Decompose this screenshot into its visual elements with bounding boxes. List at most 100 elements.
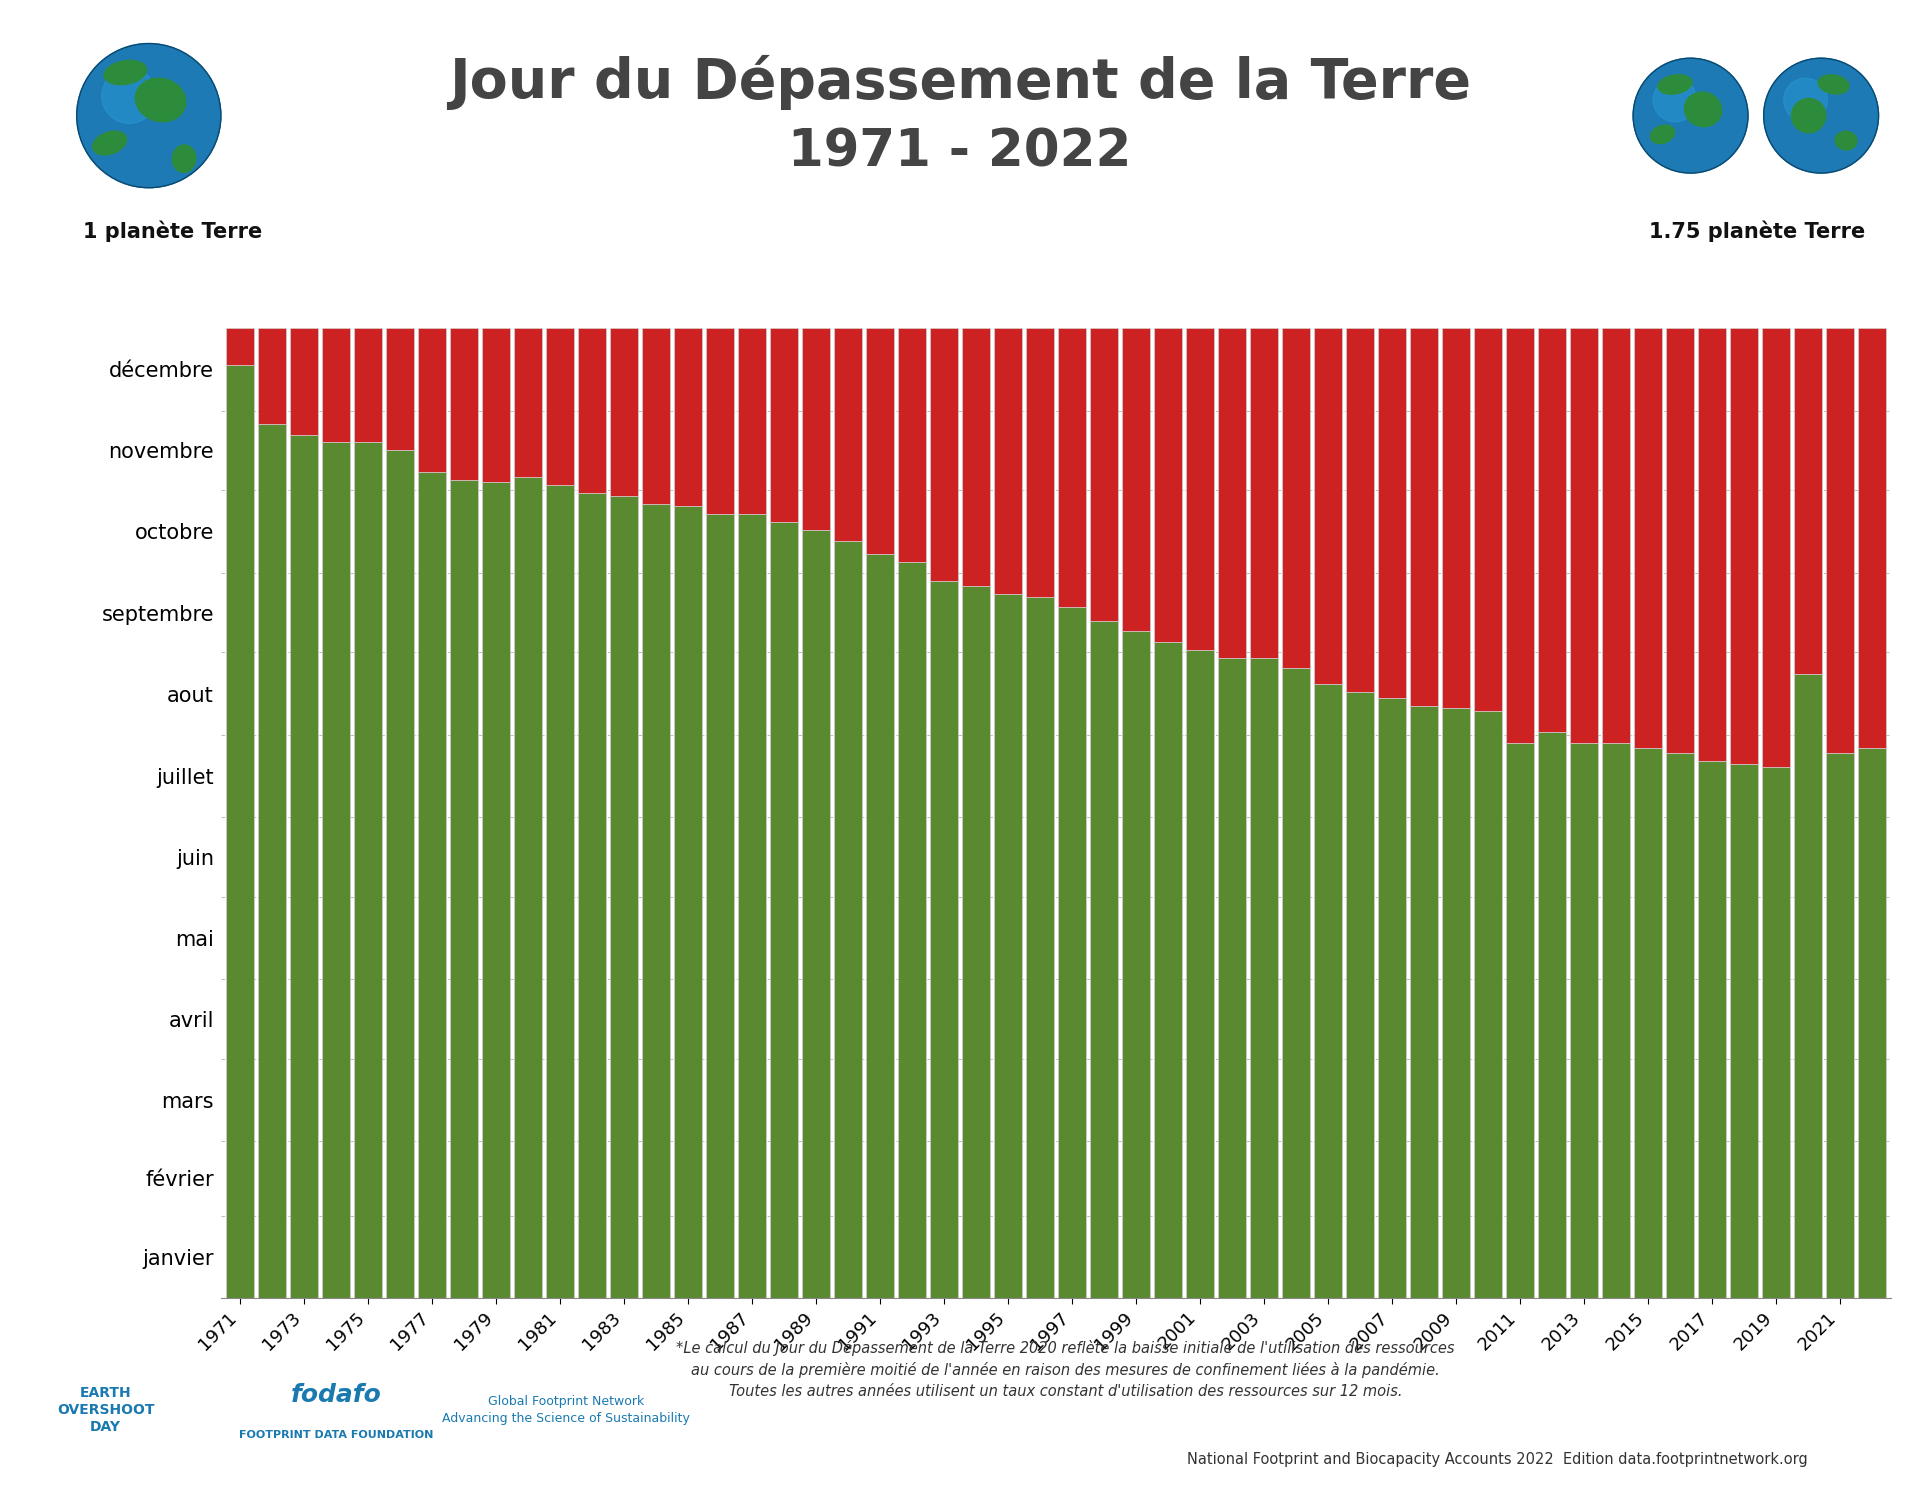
Bar: [1793, 328, 1822, 674]
Circle shape: [1653, 78, 1697, 122]
Bar: [449, 328, 478, 480]
Bar: [803, 530, 829, 1298]
Bar: [1154, 642, 1183, 1298]
Bar: [515, 477, 541, 1298]
Bar: [770, 328, 799, 522]
Bar: [1763, 328, 1789, 767]
Ellipse shape: [1659, 75, 1692, 94]
Circle shape: [1764, 58, 1878, 173]
Circle shape: [1784, 78, 1828, 122]
Bar: [674, 506, 703, 1298]
Bar: [1538, 328, 1567, 733]
Bar: [1826, 328, 1855, 753]
Bar: [1667, 328, 1693, 753]
Bar: [1730, 328, 1759, 764]
Bar: [1379, 328, 1405, 698]
Bar: [1283, 668, 1309, 1298]
Bar: [1571, 743, 1597, 1298]
Bar: [737, 515, 766, 1298]
Bar: [962, 586, 991, 1298]
Bar: [866, 554, 895, 1298]
Bar: [257, 328, 286, 424]
Bar: [1475, 328, 1501, 710]
Text: EARTH
OVERSHOOT
DAY: EARTH OVERSHOOT DAY: [58, 1386, 154, 1434]
Bar: [1250, 658, 1279, 1298]
Text: fodafo: fodafo: [290, 1383, 382, 1407]
Bar: [1217, 328, 1246, 658]
Bar: [1058, 607, 1087, 1298]
Bar: [1025, 597, 1054, 1298]
Bar: [1187, 649, 1213, 1298]
Bar: [1826, 753, 1855, 1298]
Bar: [803, 328, 829, 530]
Bar: [1346, 328, 1375, 692]
Bar: [1091, 328, 1117, 621]
Bar: [449, 480, 478, 1298]
Bar: [1121, 631, 1150, 1298]
Bar: [1217, 658, 1246, 1298]
Bar: [899, 328, 925, 562]
Bar: [227, 366, 253, 1298]
Bar: [1601, 328, 1630, 743]
Bar: [1697, 328, 1726, 761]
Bar: [1379, 698, 1405, 1298]
Bar: [227, 328, 253, 366]
Bar: [1091, 621, 1117, 1298]
Bar: [482, 328, 511, 482]
Bar: [611, 328, 637, 495]
Bar: [1409, 706, 1438, 1298]
Ellipse shape: [173, 145, 196, 173]
Bar: [323, 443, 349, 1298]
Bar: [1187, 328, 1213, 649]
Bar: [1442, 328, 1471, 709]
Bar: [995, 328, 1021, 594]
Bar: [1313, 328, 1342, 685]
Bar: [290, 328, 319, 434]
Bar: [419, 471, 445, 1298]
Bar: [1859, 747, 1885, 1298]
Circle shape: [102, 69, 157, 124]
Bar: [386, 451, 415, 1298]
Ellipse shape: [1684, 93, 1722, 127]
Ellipse shape: [134, 78, 186, 122]
Bar: [641, 328, 670, 504]
Bar: [1601, 743, 1630, 1298]
Bar: [1313, 685, 1342, 1298]
Bar: [545, 485, 574, 1298]
Bar: [833, 328, 862, 540]
Bar: [386, 328, 415, 451]
Bar: [1697, 761, 1726, 1298]
Bar: [1058, 328, 1087, 607]
Bar: [1667, 753, 1693, 1298]
Circle shape: [1634, 58, 1747, 173]
Bar: [770, 522, 799, 1298]
Bar: [257, 424, 286, 1298]
Bar: [674, 328, 703, 506]
Ellipse shape: [92, 131, 127, 155]
Ellipse shape: [1791, 98, 1826, 133]
Bar: [1505, 328, 1534, 743]
Bar: [290, 434, 319, 1298]
Bar: [737, 328, 766, 515]
Bar: [611, 495, 637, 1298]
Bar: [419, 328, 445, 471]
Bar: [866, 328, 895, 554]
Bar: [353, 328, 382, 443]
Bar: [833, 540, 862, 1298]
Text: Global Footprint Network
Advancing the Science of Sustainability: Global Footprint Network Advancing the S…: [442, 1395, 691, 1425]
Bar: [1442, 709, 1471, 1298]
Ellipse shape: [1818, 75, 1849, 94]
Bar: [1505, 743, 1534, 1298]
Bar: [1283, 328, 1309, 668]
Text: 1971 - 2022: 1971 - 2022: [789, 127, 1131, 178]
Bar: [641, 504, 670, 1298]
Bar: [929, 328, 958, 580]
Bar: [995, 594, 1021, 1298]
Text: *Le calcul du Jour du Dépassement de la Terre 2020 reflète la baisse initiale de: *Le calcul du Jour du Dépassement de la …: [676, 1340, 1455, 1399]
Bar: [1154, 328, 1183, 642]
Bar: [578, 328, 607, 492]
Bar: [1571, 328, 1597, 743]
Text: FOOTPRINT DATA FOUNDATION: FOOTPRINT DATA FOUNDATION: [238, 1431, 434, 1440]
Bar: [1730, 764, 1759, 1298]
Text: Jour du Dépassement de la Terre: Jour du Dépassement de la Terre: [449, 55, 1471, 109]
